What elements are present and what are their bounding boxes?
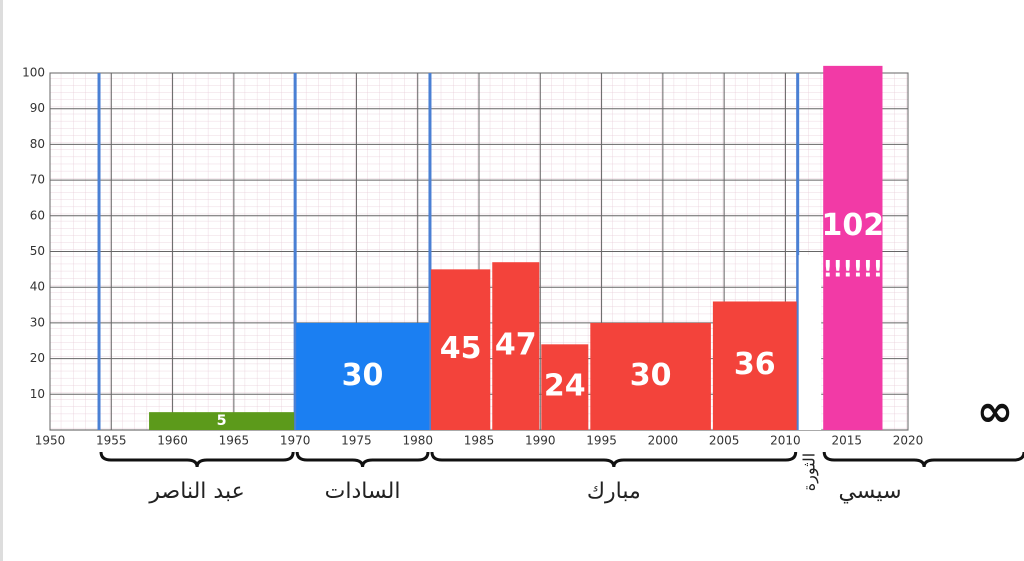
bar-value-label: 102 bbox=[822, 208, 885, 243]
y-tick-label: 10 bbox=[30, 387, 45, 401]
y-tick-label: 90 bbox=[30, 101, 45, 115]
edge bbox=[0, 0, 3, 561]
x-tick-label: 1950 bbox=[35, 434, 66, 448]
period-label: عبد الناصر bbox=[148, 479, 244, 504]
bar bbox=[541, 344, 589, 430]
bar bbox=[149, 412, 295, 430]
infinity-label: ∞ bbox=[977, 386, 1014, 437]
x-tick-label: 2005 bbox=[709, 434, 740, 448]
y-tick-label: 70 bbox=[30, 173, 45, 187]
bar-annotation: !!!!!! bbox=[823, 258, 883, 283]
period-label: مبارك bbox=[587, 479, 641, 504]
bar-value-label: 5 bbox=[217, 413, 227, 429]
y-tick-label: 30 bbox=[30, 315, 45, 329]
bar bbox=[823, 65, 883, 431]
x-tick-label: 1980 bbox=[402, 434, 433, 448]
x-tick-label: 1990 bbox=[525, 434, 556, 448]
y-tick-label: 80 bbox=[30, 137, 45, 151]
bar-value-label: 36 bbox=[734, 347, 776, 382]
period-label: سيسي bbox=[838, 479, 901, 504]
period-brace bbox=[295, 451, 430, 468]
x-tick-label: 1955 bbox=[96, 434, 127, 448]
x-tick-label: 1985 bbox=[464, 434, 495, 448]
x-tick-label: 2010 bbox=[770, 434, 801, 448]
y-tick-label: 60 bbox=[30, 208, 45, 222]
period-label: السادات bbox=[325, 479, 401, 504]
bar-value-label: 47 bbox=[495, 328, 537, 363]
period-brace bbox=[99, 451, 295, 468]
bar-value-label: 24 bbox=[544, 369, 586, 404]
x-tick-label: 1970 bbox=[280, 434, 311, 448]
y-tick-label: 20 bbox=[30, 351, 45, 365]
y-tick-label: 100 bbox=[22, 66, 45, 80]
x-tick-label: 1975 bbox=[341, 434, 372, 448]
bar bbox=[712, 301, 797, 430]
bar bbox=[296, 322, 429, 430]
y-tick-label: 40 bbox=[30, 280, 45, 294]
x-tick-label: 2020 bbox=[893, 434, 924, 448]
x-tick-label: 1965 bbox=[219, 434, 250, 448]
bar-value-label: 30 bbox=[630, 358, 672, 393]
x-tick-label: 1995 bbox=[586, 434, 617, 448]
bar bbox=[430, 269, 491, 430]
period-brace bbox=[430, 451, 798, 468]
x-tick-label: 1960 bbox=[157, 434, 188, 448]
bar-value-label: 30 bbox=[342, 358, 384, 393]
x-tick-label: 2015 bbox=[831, 434, 862, 448]
bar bbox=[492, 262, 540, 430]
bar bbox=[590, 322, 711, 430]
bar bbox=[798, 255, 822, 430]
period-label: الثورة bbox=[799, 453, 819, 492]
bar-value-label: 45 bbox=[440, 331, 482, 366]
period-brace bbox=[822, 451, 1024, 468]
y-tick-label: 50 bbox=[30, 244, 45, 258]
x-tick-label: 2000 bbox=[648, 434, 679, 448]
